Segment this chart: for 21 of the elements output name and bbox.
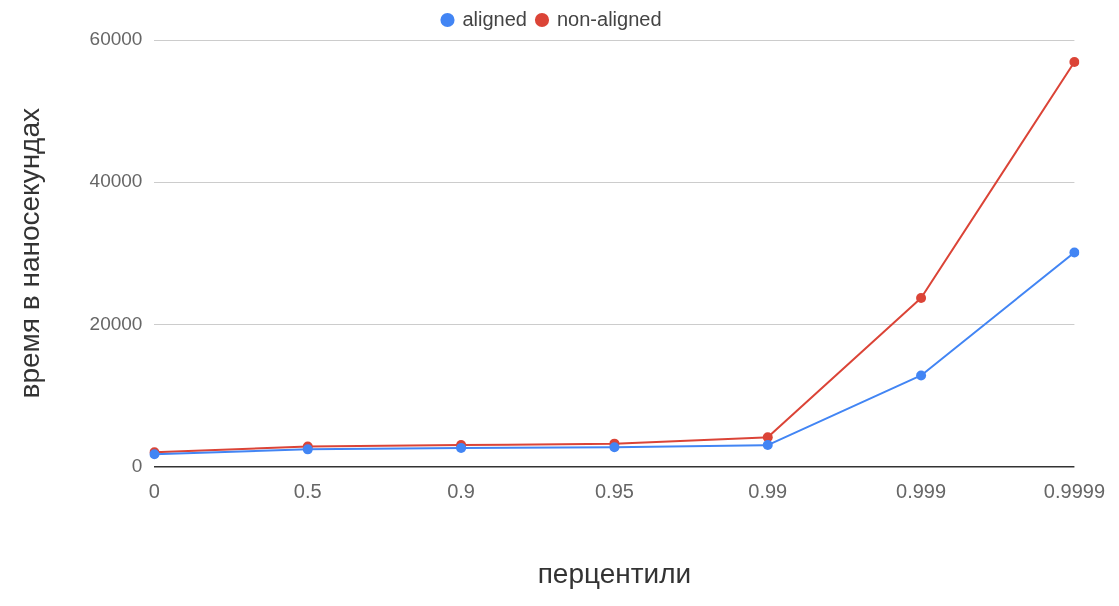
legend-label: aligned — [462, 7, 527, 30]
x-tick-label: 0.99 — [748, 479, 788, 502]
y-tick-label: 60000 — [89, 28, 143, 50]
x-axis-title: перцентили — [537, 557, 692, 589]
point — [1069, 247, 1080, 258]
y-tick-label: 20000 — [89, 312, 143, 334]
x-tick-label: 0.95 — [594, 479, 634, 502]
legend-label: non-aligned — [556, 7, 662, 30]
x-tick-label: 0.9999 — [1043, 479, 1105, 502]
y-tick-label: 40000 — [89, 170, 143, 192]
x-tick-label: 0.999 — [896, 479, 947, 502]
point — [916, 292, 927, 303]
x-tick-label: 0.5 — [293, 479, 322, 502]
x-tick-label: 0.9 — [447, 479, 475, 502]
point — [762, 440, 773, 451]
point — [609, 442, 620, 453]
point — [1069, 57, 1080, 68]
point — [916, 370, 927, 381]
x-tick-label: 0 — [148, 479, 160, 502]
y-tick-label: 0 — [131, 454, 143, 476]
y-axis-title: время в наносекундах — [13, 107, 45, 399]
